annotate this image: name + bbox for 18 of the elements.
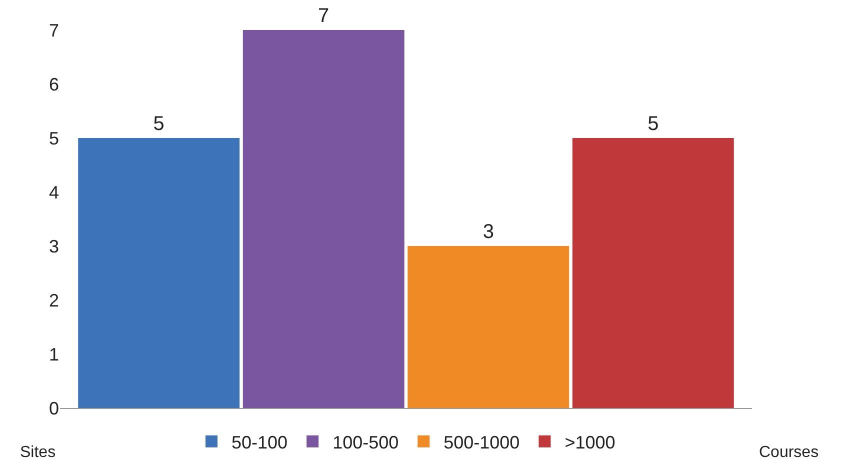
legend-label: 50-100: [232, 432, 288, 452]
data-label: 5: [648, 113, 659, 135]
x-axis-title: Courses: [759, 444, 819, 461]
legend-label: >1000: [564, 432, 616, 452]
legend-label: 500-1000: [444, 432, 520, 452]
data-label: 7: [318, 5, 330, 27]
data-label: 5: [153, 113, 164, 135]
y-axis-title: Sites: [20, 444, 56, 461]
legend-label: 100-500: [332, 432, 399, 452]
y-tick-label: 3: [48, 236, 59, 256]
y-tick-label: 6: [48, 74, 59, 94]
y-tick-label: 0: [48, 398, 59, 418]
y-tick-label: 2: [48, 290, 59, 310]
y-tick-label: 1: [48, 344, 59, 364]
y-tick-label: 5: [48, 128, 59, 148]
y-tick-label: 4: [48, 182, 59, 202]
data-label: 3: [482, 221, 494, 243]
y-tick-label: 7: [48, 20, 59, 40]
